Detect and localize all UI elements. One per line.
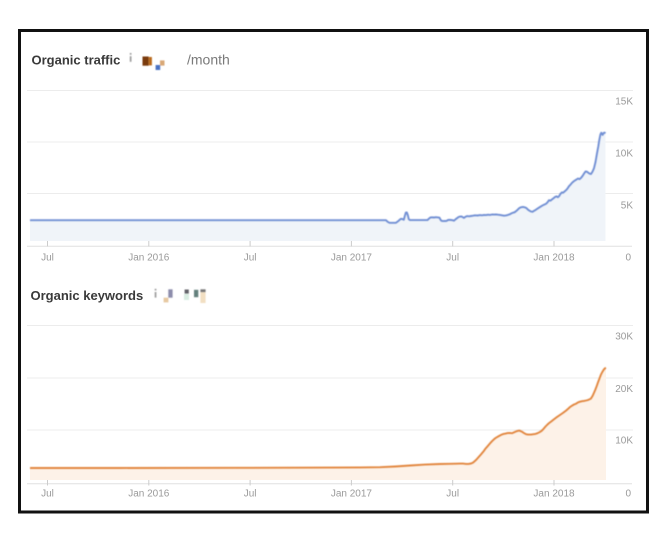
svg-text:Jul: Jul: [446, 252, 459, 263]
svg-text:20K: 20K: [615, 384, 633, 395]
svg-text:Jan 2018: Jan 2018: [533, 488, 575, 499]
svg-text:15K: 15K: [615, 97, 633, 108]
svg-text:Jan 2016: Jan 2016: [128, 488, 170, 499]
svg-text:0: 0: [625, 252, 631, 263]
svg-text:Jul: Jul: [244, 488, 257, 499]
svg-text:30K: 30K: [615, 332, 633, 343]
svg-text:10K: 10K: [615, 149, 633, 160]
svg-text:Jan 2017: Jan 2017: [331, 488, 373, 499]
svg-text:/month: /month: [187, 52, 230, 68]
svg-text:0: 0: [625, 488, 631, 499]
svg-text:Organic traffic: Organic traffic: [32, 53, 121, 68]
svg-text:5K: 5K: [621, 201, 634, 212]
svg-text:Jan 2016: Jan 2016: [128, 252, 170, 263]
svg-text:Jan 2017: Jan 2017: [331, 252, 373, 263]
svg-text:Jul: Jul: [244, 252, 257, 263]
svg-text:10K: 10K: [615, 436, 633, 447]
svg-text:Jul: Jul: [41, 488, 54, 499]
svg-text:Jan 2018: Jan 2018: [533, 252, 575, 263]
svg-text:Organic keywords: Organic keywords: [31, 288, 144, 303]
svg-text:Jul: Jul: [41, 252, 54, 263]
svg-text:Jul: Jul: [446, 488, 459, 499]
